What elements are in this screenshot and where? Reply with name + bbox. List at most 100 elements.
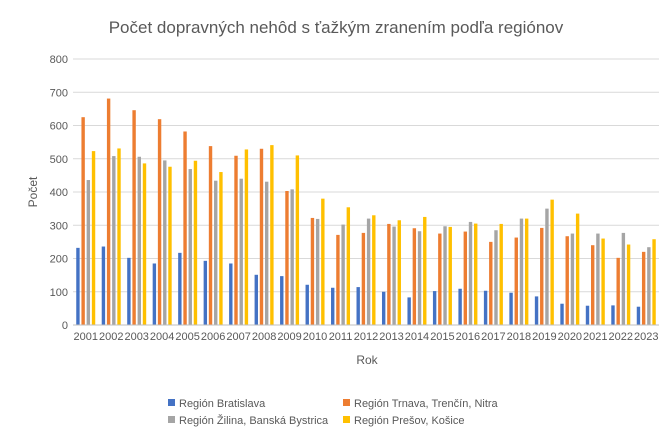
bar xyxy=(550,199,554,325)
x-tick-label: 2007 xyxy=(226,331,250,343)
bar xyxy=(331,287,335,325)
bar xyxy=(219,172,223,325)
x-tick-label: 2003 xyxy=(124,331,148,343)
bar xyxy=(239,178,243,325)
x-tick-label: 2023 xyxy=(634,331,658,343)
x-tick-label: 2005 xyxy=(175,331,199,343)
x-tick-label: 2011 xyxy=(329,331,353,343)
x-tick-label: 2013 xyxy=(379,331,403,343)
bar xyxy=(534,296,539,325)
x-tick-label: 2017 xyxy=(481,331,505,343)
x-tick-label: 2009 xyxy=(277,331,301,343)
legend-label: Región Trnava, Trenčín, Nitra xyxy=(354,398,499,410)
chart-title: Počet dopravných nehôd s ťažkým zranením… xyxy=(109,18,564,37)
bar xyxy=(448,226,452,325)
bar xyxy=(443,226,447,325)
bar xyxy=(346,207,351,325)
x-tick-label: 2021 xyxy=(583,331,607,343)
bar xyxy=(519,218,524,325)
y-tick-label: 300 xyxy=(50,220,68,232)
bar xyxy=(280,276,284,325)
bar xyxy=(585,305,590,325)
bar xyxy=(499,223,503,325)
bar xyxy=(601,238,605,325)
bar xyxy=(106,98,111,325)
legend-label: Región Žilina, Banská Bystrica xyxy=(179,414,329,427)
bar xyxy=(474,223,478,325)
x-tick-label: 2020 xyxy=(558,331,582,343)
bar xyxy=(91,151,96,325)
bar xyxy=(407,297,411,325)
y-tick-label: 0 xyxy=(62,320,68,332)
bar xyxy=(203,260,208,325)
bar xyxy=(285,191,289,325)
bar xyxy=(616,257,620,325)
bar xyxy=(381,291,386,325)
bar xyxy=(86,180,91,325)
x-tick-label: 2014 xyxy=(405,331,429,343)
bar xyxy=(290,189,294,325)
bar xyxy=(489,241,493,325)
bar xyxy=(76,247,80,325)
y-tick-label: 100 xyxy=(50,287,68,299)
bar xyxy=(621,232,626,325)
bar xyxy=(168,166,172,325)
bar xyxy=(127,257,131,325)
bar xyxy=(270,145,274,325)
y-tick-label: 600 xyxy=(50,121,68,133)
x-tick-label: 2012 xyxy=(354,331,378,343)
bar xyxy=(305,284,309,325)
bar xyxy=(295,155,300,325)
bar xyxy=(244,149,249,325)
bar xyxy=(132,110,136,325)
x-tick-label: 2010 xyxy=(303,331,327,343)
bar xyxy=(188,169,192,325)
bar xyxy=(315,218,320,325)
bar xyxy=(647,247,651,325)
y-tick-label: 400 xyxy=(50,187,68,199)
bar xyxy=(636,306,641,325)
bar xyxy=(193,160,198,325)
bar xyxy=(575,213,580,325)
bars-group xyxy=(76,98,656,326)
bar xyxy=(259,148,264,325)
bar xyxy=(361,232,366,325)
bar xyxy=(157,119,162,326)
x-tick-label: 2016 xyxy=(456,331,480,343)
bar xyxy=(432,291,437,325)
bar xyxy=(254,274,258,325)
bar xyxy=(183,131,187,325)
bar xyxy=(142,163,147,325)
bar xyxy=(356,287,360,325)
x-axis-ticks: 2001 2002 2003 2004 2005 2006 2007 2008 2009 2010… xyxy=(73,331,658,343)
bar xyxy=(509,292,513,325)
x-tick-label: 2022 xyxy=(609,331,633,343)
bar xyxy=(463,231,468,325)
bar xyxy=(494,230,498,325)
bar xyxy=(652,239,656,325)
bar xyxy=(392,226,396,325)
bar xyxy=(152,263,157,325)
bar xyxy=(372,215,376,325)
bar xyxy=(117,148,121,325)
x-tick-label: 2004 xyxy=(150,331,174,343)
bar xyxy=(560,303,564,325)
bar xyxy=(264,181,269,325)
bar xyxy=(641,251,646,325)
bar xyxy=(514,237,518,325)
bar xyxy=(483,290,488,325)
bar xyxy=(524,218,529,325)
bar xyxy=(591,245,595,325)
y-tick-label: 200 xyxy=(50,254,68,266)
bar xyxy=(81,117,85,325)
legend-label: Región Bratislava xyxy=(179,398,266,410)
bar xyxy=(310,217,315,325)
bar xyxy=(565,236,569,325)
bar xyxy=(341,224,345,325)
legend-label: Región Prešov, Košice xyxy=(354,415,464,427)
x-tick-label: 2001 xyxy=(73,331,97,343)
bar xyxy=(458,288,462,325)
bar xyxy=(545,208,549,325)
y-tick-label: 500 xyxy=(50,154,68,166)
